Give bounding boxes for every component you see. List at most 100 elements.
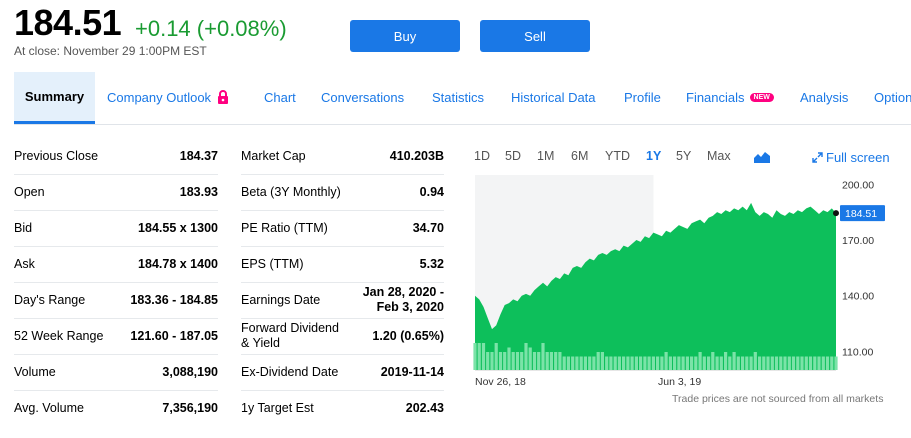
stat-label: Ex-Dividend Date <box>241 365 339 379</box>
stat-label-line: & Yield <box>241 336 280 350</box>
tab-financials[interactable]: Financials NEW <box>686 72 774 122</box>
stat-label: 1y Target Est <box>241 401 314 415</box>
range-5y[interactable]: 5Y <box>676 149 692 163</box>
stock-price: 184.51 <box>14 2 122 43</box>
volume-bar <box>817 356 821 370</box>
tab-chart[interactable]: Chart <box>264 72 296 122</box>
volume-bar <box>732 352 736 370</box>
tab-company-outlook[interactable]: Company Outlook <box>107 72 229 122</box>
volume-bar <box>639 356 643 370</box>
range-max[interactable]: Max <box>707 149 731 163</box>
volume-bar <box>694 356 698 370</box>
volume-bar <box>473 343 477 370</box>
tab-label: Profile <box>624 89 661 105</box>
stat-row: Ex-Dividend Date 2019-11-14 <box>241 354 444 391</box>
x-tick-label: Nov 26, 18 <box>475 376 526 388</box>
tab-summary[interactable]: Summary <box>14 72 95 124</box>
range-1y[interactable]: 1Y <box>646 149 662 163</box>
stat-row: Day's Range 183.36 - 184.85 <box>14 282 218 319</box>
stat-row: Beta (3Y Monthly) 0.94 <box>241 174 444 211</box>
stat-label: EPS (TTM) <box>241 257 304 271</box>
stat-label: Bid <box>14 221 33 235</box>
sell-button[interactable]: Sell <box>480 20 590 52</box>
stat-label: Volume <box>14 365 56 379</box>
volume-bar <box>707 356 711 370</box>
volume-bar <box>486 352 490 370</box>
stat-value: 184.55 x 1300 <box>138 221 218 235</box>
volume-bar <box>758 356 762 370</box>
close-time-note: At close: November 29 1:00PM EST <box>14 44 207 58</box>
tab-label: Analysis <box>800 89 849 105</box>
volume-bar <box>770 356 774 370</box>
current-price-label: 184.51 <box>845 208 877 220</box>
price-area <box>475 202 836 370</box>
stat-value-line: Jan 28, 2020 - <box>362 285 444 299</box>
stat-value: Jan 28, 2020 - Feb 3, 2020 <box>363 285 444 315</box>
volume-bar <box>622 356 626 370</box>
range-1m[interactable]: 1M <box>537 149 555 163</box>
stat-row: Ask 184.78 x 1400 <box>14 246 218 283</box>
tab-historical-data[interactable]: Historical Data <box>511 72 596 122</box>
tab-conversations[interactable]: Conversations <box>321 72 404 122</box>
volume-bar <box>583 356 587 370</box>
volume-bar <box>588 356 592 370</box>
volume-bar <box>524 343 528 370</box>
stat-value: 121.60 - 187.05 <box>130 329 218 343</box>
volume-bar <box>503 352 507 370</box>
volume-bar <box>575 356 579 370</box>
tab-label: Statistics <box>432 89 485 105</box>
volume-bar <box>808 356 813 370</box>
full-screen-link[interactable]: Full screen <box>812 150 890 166</box>
stat-value: 5.32 <box>419 257 444 271</box>
tab-options[interactable]: Options <box>874 72 911 122</box>
volume-bar <box>664 352 668 370</box>
y-tick-label: 140.00 <box>842 291 874 303</box>
stat-value-line: Feb 3, 2020 <box>376 300 444 314</box>
stat-row: Market Cap 410.203B <box>241 138 444 175</box>
price-chart: 200.00 170.00 140.00 110.00 Nov 26, 18 Jun 3,… <box>473 175 885 388</box>
range-5d[interactable]: 5D <box>505 149 521 163</box>
tab-statistics[interactable]: Statistics <box>432 72 484 122</box>
volume-bar <box>532 352 537 370</box>
range-ytd[interactable]: YTD <box>605 149 630 163</box>
volume-bar <box>660 356 664 370</box>
y-tick-label: 200.00 <box>842 179 874 191</box>
volume-bar <box>562 356 566 370</box>
volume-bar <box>698 352 702 370</box>
mountain-chart-icon[interactable] <box>754 150 770 168</box>
tab-profile[interactable]: Profile <box>624 72 661 122</box>
quote-tabs: Summary Company Outlook Chart Conversati… <box>14 72 911 125</box>
volume-bar <box>507 347 511 370</box>
volume-bar <box>749 356 753 370</box>
tab-label: Historical Data <box>511 89 596 105</box>
stat-row: PE Ratio (TTM) 34.70 <box>241 210 444 247</box>
volume-bar <box>804 356 808 370</box>
full-screen-label: Full screen <box>826 150 890 165</box>
stat-label: Avg. Volume <box>14 401 84 415</box>
volume-bar <box>494 343 498 370</box>
stat-label: 52 Week Range <box>14 329 104 343</box>
stat-row: Volume 3,088,190 <box>14 354 218 391</box>
buy-button[interactable]: Buy <box>350 20 460 52</box>
volume-bar <box>736 356 740 370</box>
stat-label: Open <box>14 185 45 199</box>
stat-row: Avg. Volume 7,356,190 <box>14 390 218 426</box>
tab-analysis[interactable]: Analysis <box>800 72 848 122</box>
volume-bar <box>677 356 681 370</box>
volume-bar <box>834 356 838 370</box>
volume-bar <box>592 356 596 370</box>
stat-row: Bid 184.55 x 1300 <box>14 210 218 247</box>
volume-bar <box>668 356 672 370</box>
volume-bar <box>753 352 757 370</box>
range-1d[interactable]: 1D <box>474 149 490 163</box>
volume-bar <box>609 356 613 370</box>
volume-bar <box>613 356 617 370</box>
volume-bar <box>498 352 503 370</box>
volume-bar <box>651 356 655 370</box>
stat-value: 2019-11-14 <box>380 365 444 379</box>
y-tick-label: 170.00 <box>842 235 874 247</box>
range-6m[interactable]: 6M <box>571 149 589 163</box>
volume-bar <box>779 356 783 370</box>
volume-bar <box>830 356 834 370</box>
stat-value: 0.94 <box>419 185 444 199</box>
